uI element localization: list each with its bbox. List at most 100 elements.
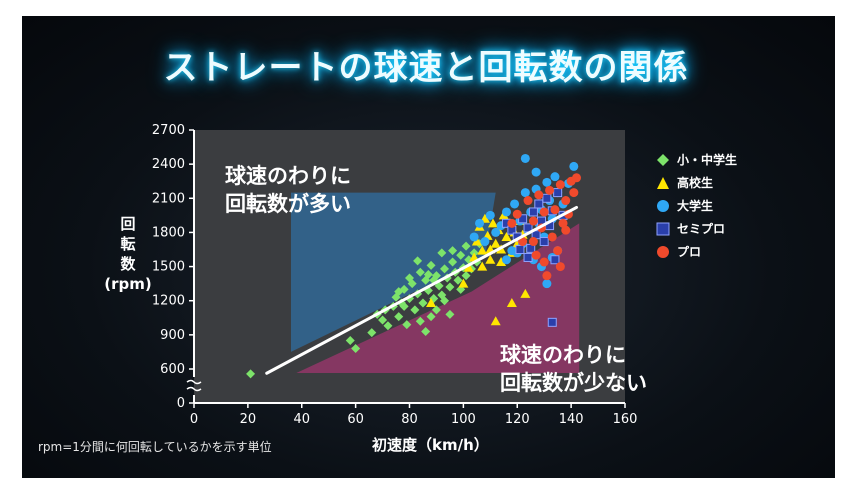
x-tick-label: 0 [190,412,198,427]
point-elementary [345,336,355,346]
point-elementary [415,316,425,326]
point-pro [542,271,552,281]
y-tick-label: 2100 [152,191,185,206]
zone-high [290,192,496,352]
legend-label: 高校生 [677,176,714,190]
y-axis-label: 回 転 数 (rpm) [103,214,153,294]
point-highschool [488,218,499,228]
point-elementary [423,270,433,280]
point-elementary [426,312,436,322]
point-elementary [351,344,361,354]
point-elementary [394,287,404,297]
legend-item-elementary: 小・中学生 [655,148,737,171]
point-semipro [534,199,544,209]
point-pro [555,262,565,272]
point-elementary [448,257,458,267]
y-tick-label: 900 [160,328,185,343]
y-axis-label-char-1: 回 [120,215,136,233]
point-highschool [477,261,488,271]
annotation-low-line-2: 回転数が少ない [500,371,647,395]
point-elementary [461,241,471,251]
x-tick-label: 160 [613,412,638,427]
point-university [475,218,485,228]
point-semipro [518,214,528,224]
point-highschool [463,262,474,272]
point-university [550,172,560,182]
triangle-marker-icon [657,176,669,189]
point-pro [539,257,549,267]
point-elementary [445,282,455,292]
legend-item-semipro: セミプロ [655,217,737,240]
y-tick-label: 2400 [152,157,185,172]
y-axis-label-char-3: 数 [120,255,136,273]
point-highschool [506,297,517,307]
axis-break-icon [186,379,202,392]
legend-item-university: 大学生 [655,194,737,217]
legend-label: セミプロ [677,222,726,236]
point-highschool [496,257,507,267]
point-elementary [461,271,471,281]
point-highschool [458,278,469,288]
point-pro [561,196,571,206]
point-highschool [477,245,488,255]
y-tick-label: 600 [160,362,185,377]
point-semipro [539,237,549,247]
annotation-low-line-1: 球速のわりに [500,343,626,367]
legend-label: 小・中学生 [677,153,738,167]
legend-item-pro: プロ [655,240,737,263]
point-elementary [418,298,428,308]
point-elementary [431,305,441,315]
point-pro [569,188,579,198]
point-semipro [528,207,538,217]
point-elementary [246,369,256,379]
point-university [531,167,541,177]
trend-line [265,205,579,375]
point-highschool [490,316,501,326]
point-university [501,207,511,217]
y-axis-label-char-2: 転 [120,235,136,253]
x-tick-label: 120 [505,412,530,427]
point-elementary [464,255,474,265]
point-pro [561,225,571,235]
diamond-marker-icon [657,153,669,166]
point-pro [547,232,557,242]
x-tick-label: 140 [559,412,584,427]
point-university [542,279,552,289]
x-tick-label: 100 [451,412,476,427]
point-elementary [445,309,455,319]
point-pro [553,246,563,256]
y-axis-label-unit: (rpm) [104,275,152,293]
point-elementary [413,256,423,266]
x-tick-label: 60 [347,412,364,427]
point-university [491,227,501,237]
point-elementary [394,312,404,322]
point-highschool [471,236,482,246]
point-elementary [440,296,450,306]
point-elementary [448,246,458,256]
point-pro [558,218,568,228]
x-tick-label: 20 [240,412,257,427]
y-tick-label: 1800 [152,225,185,240]
point-elementary [453,275,463,285]
point-elementary [456,250,466,260]
point-elementary [378,315,388,325]
point-university [542,177,552,187]
square-marker-icon [656,222,670,235]
point-pro [512,209,522,219]
page-title: ストレートの球速と回転数の関係 [163,48,689,88]
annotation-low-spin: 球速のわりに 回転数が少ない [500,341,647,397]
point-pro [534,190,544,200]
legend: 小・中学生 高校生 大学生 セミプロ プロ [655,148,737,263]
point-elementary [440,264,450,274]
point-semipro [523,252,533,262]
point-pro [539,207,549,217]
point-university [501,255,511,265]
legend-label: 大学生 [677,199,714,213]
circle-marker-icon [657,199,669,212]
annotation-high-spin: 球速のわりに 回転数が多い [225,162,351,218]
point-semipro [547,317,557,327]
legend-item-highschool: 高校生 [655,171,737,194]
y-tick-label: 0 [177,396,185,411]
x-axis-label: 初速度（km/h） [372,436,489,454]
annotation-high-line-1: 球速のわりに [225,164,351,188]
